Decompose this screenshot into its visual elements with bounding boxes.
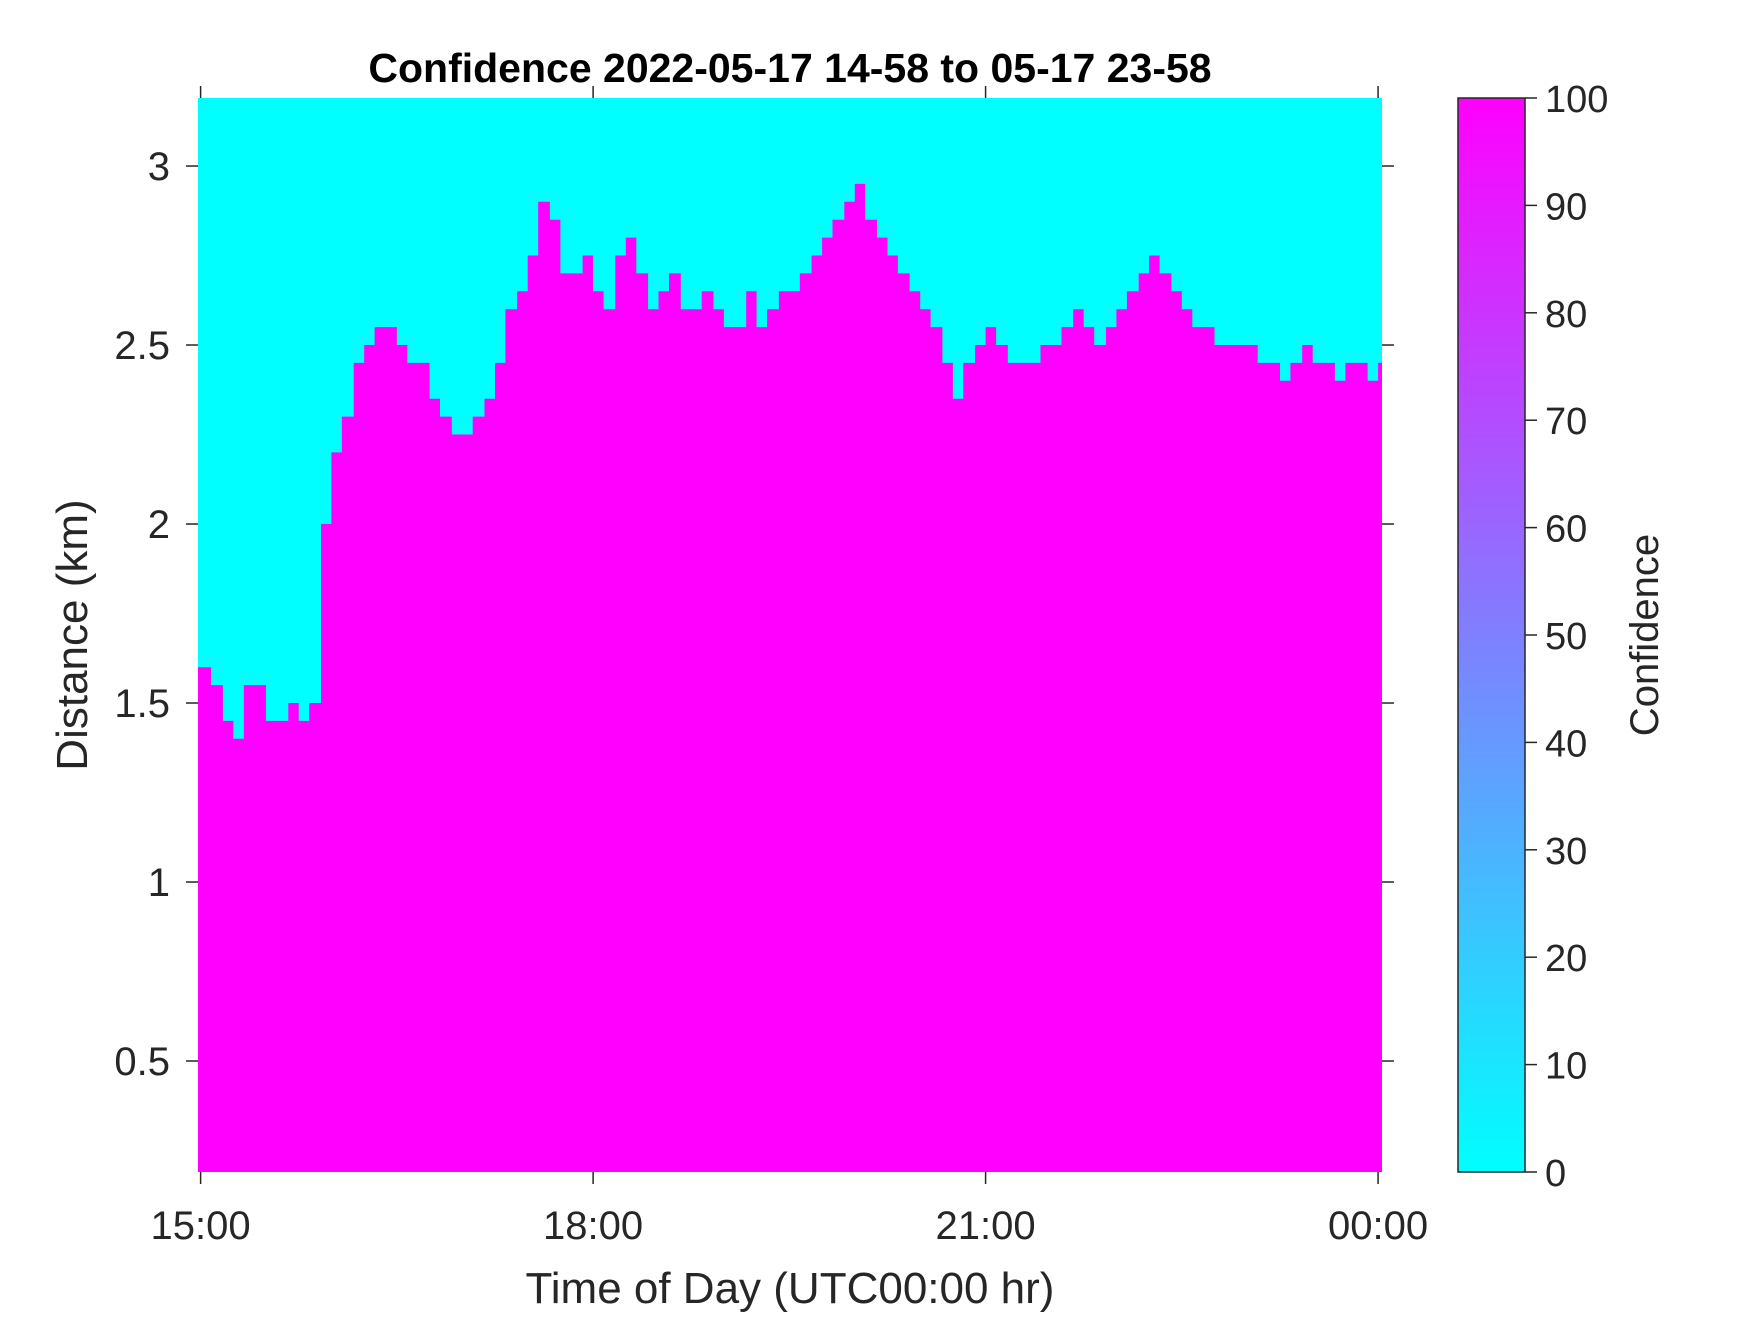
heatmap-region-high [198, 183, 1382, 1172]
colorbar-tick-label: 10 [1545, 1046, 1587, 1088]
y-axis: 0.5 1 1.5 2 2.5 3 [114, 145, 1394, 1084]
x-tick-label: 21:00 [936, 1204, 1036, 1248]
colorbar-tick-label: 100 [1545, 79, 1608, 121]
y-tick-label: 1.5 [114, 682, 170, 726]
colorbar: 0 10 20 30 40 50 60 70 80 90 100 Confidence [1457, 79, 1667, 1195]
x-tick-label: 18:00 [543, 1204, 643, 1248]
colorbar-tick-label: 70 [1545, 401, 1587, 443]
colorbar-tick-label: 90 [1545, 186, 1587, 228]
x-tick-label: 00:00 [1328, 1204, 1428, 1248]
colorbar-tick-label: 60 [1545, 509, 1587, 551]
chart-title: Confidence 2022-05-17 14-58 to 05-17 23-… [368, 45, 1211, 91]
x-axis-label: Time of Day (UTC00:00 hr) [526, 1264, 1055, 1313]
y-axis-label: Distance (km) [48, 499, 97, 770]
y-tick-label: 2.5 [114, 324, 170, 368]
x-axis: 15:00 18:00 21:00 00:00 [151, 86, 1428, 1248]
y-tick-label: 1 [148, 861, 170, 905]
colorbar-tick-label: 20 [1545, 938, 1587, 980]
colorbar-gradient [1457, 97, 1526, 1173]
y-tick-label: 2 [148, 503, 170, 547]
y-tick-label: 0.5 [114, 1040, 170, 1084]
colorbar-tick-label: 50 [1545, 616, 1587, 658]
colorbar-tick-label: 0 [1545, 1153, 1566, 1195]
x-tick-label: 15:00 [151, 1204, 251, 1248]
colorbar-tick-label: 30 [1545, 831, 1587, 873]
colorbar-label: Confidence [1623, 534, 1667, 736]
colorbar-tick-label: 40 [1545, 723, 1587, 765]
plot-area [198, 98, 1382, 1172]
colorbar-tick-label: 80 [1545, 294, 1587, 336]
y-tick-label: 3 [148, 145, 170, 189]
colorbar-ticks: 0 10 20 30 40 50 60 70 80 90 100 [1525, 79, 1608, 1195]
